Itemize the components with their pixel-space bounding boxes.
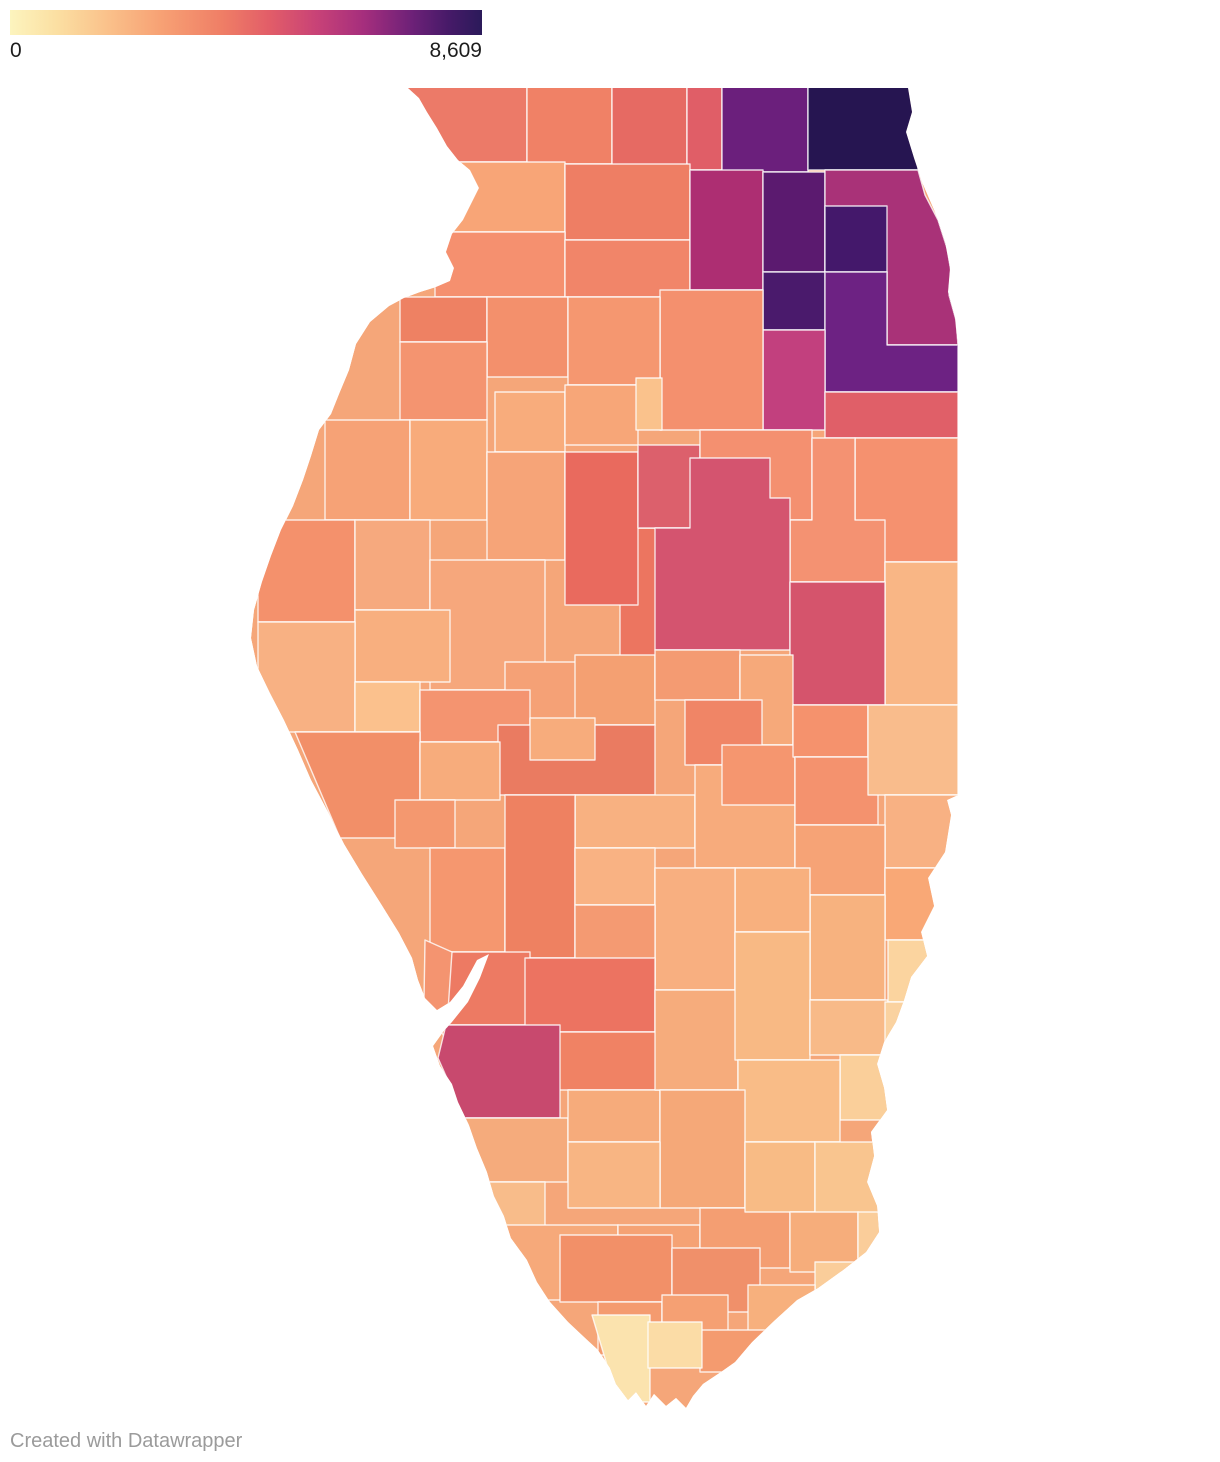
county-region-county-15[interactable] <box>762 271 826 331</box>
county-region-county-27[interactable] <box>564 384 639 446</box>
county-region-county-12[interactable] <box>762 171 826 273</box>
county-region-county-78[interactable] <box>567 1089 661 1143</box>
county-region-county-31[interactable] <box>564 451 639 606</box>
county-region-county-72[interactable] <box>447 951 531 1026</box>
county-region-county-62[interactable] <box>792 704 869 758</box>
county-region-county-70[interactable] <box>654 867 736 991</box>
county-region-county-56[interactable] <box>574 794 696 849</box>
county-region-county-52[interactable] <box>529 717 596 761</box>
county-region-county-87[interactable] <box>567 1141 661 1209</box>
county-region-county-24[interactable] <box>324 419 411 521</box>
county-region-county-17[interactable] <box>762 329 826 431</box>
county-region-county-73[interactable] <box>423 939 453 1041</box>
county-region-county-77[interactable] <box>454 1117 569 1183</box>
county-region-county-47[interactable] <box>354 609 451 683</box>
county-region-county-58[interactable] <box>504 794 576 959</box>
county-region-county-11[interactable] <box>689 169 764 291</box>
county-region-county-82[interactable] <box>887 939 958 1003</box>
county-region-county-102[interactable] <box>699 1329 779 1373</box>
county-region-county-98[interactable] <box>814 1261 883 1319</box>
county-region-county-92[interactable] <box>744 1141 816 1213</box>
county-region-county-10[interactable] <box>564 239 691 298</box>
county-region-county-7[interactable] <box>414 161 566 233</box>
county-region-county-95[interactable] <box>857 1211 921 1273</box>
county-region-county-48[interactable] <box>257 621 356 733</box>
county-region-county-103[interactable] <box>591 1314 651 1403</box>
county-region-county-76[interactable] <box>437 1024 561 1119</box>
county-region-county-5[interactable] <box>721 80 809 173</box>
county-region-county-44[interactable] <box>654 649 741 701</box>
county-region-county-22[interactable] <box>567 296 661 386</box>
legend-max-label: 8,609 <box>429 39 482 62</box>
county-region-county-86[interactable] <box>659 1089 746 1209</box>
county-region-county-2[interactable] <box>526 80 613 165</box>
county-region-county-104[interactable] <box>647 1321 703 1369</box>
county-region-county-81[interactable] <box>809 999 889 1056</box>
county-region-county-37[interactable] <box>884 561 958 706</box>
county-region-county-4[interactable] <box>686 80 723 171</box>
county-region-county-67[interactable] <box>884 867 956 941</box>
legend-gradient-bar <box>10 10 482 35</box>
county-region-county-65[interactable] <box>884 794 958 869</box>
county-region-county-28[interactable] <box>635 377 663 431</box>
county-region-county-14[interactable] <box>824 205 888 273</box>
county-region-county-54[interactable] <box>419 741 501 801</box>
county-region-county-57[interactable] <box>429 847 506 953</box>
county-region-county-63[interactable] <box>794 756 879 826</box>
county-region-county-96[interactable] <box>559 1234 673 1303</box>
county-region-county-69[interactable] <box>734 867 811 933</box>
county-region-county-59[interactable] <box>574 847 656 906</box>
county-region-county-38[interactable] <box>789 581 886 706</box>
county-region-county-25[interactable] <box>409 419 488 521</box>
county-region-county-1[interactable] <box>394 80 528 163</box>
county-region-county-29[interactable] <box>486 451 566 561</box>
county-region-county-61[interactable] <box>721 744 796 806</box>
legend-min-label: 0 <box>10 39 22 62</box>
county-region-county-3[interactable] <box>611 80 688 169</box>
county-region-county-74[interactable] <box>524 957 656 1033</box>
county-region-county-64[interactable] <box>867 704 958 796</box>
county-region-county-39[interactable] <box>257 519 356 623</box>
county-region-county-19[interactable] <box>659 289 764 431</box>
county-region-county-23[interactable] <box>399 341 488 421</box>
county-region-county-93[interactable] <box>814 1141 889 1216</box>
datawrapper-attribution-link[interactable]: Created with Datawrapper <box>10 1430 243 1452</box>
county-region-county-18[interactable] <box>824 391 958 439</box>
county-region-county-20[interactable] <box>399 296 488 343</box>
county-region-county-6[interactable] <box>807 80 919 171</box>
county-region-county-49[interactable] <box>354 681 421 733</box>
county-region-county-40[interactable] <box>354 519 431 611</box>
county-region-county-9[interactable] <box>434 231 566 298</box>
county-region-county-85[interactable] <box>737 1059 841 1143</box>
county-region-county-21[interactable] <box>486 296 569 378</box>
county-region-county-26[interactable] <box>494 391 566 453</box>
county-region-county-80[interactable] <box>734 931 811 1061</box>
county-region-county-79[interactable] <box>654 989 739 1091</box>
county-region-county-83[interactable] <box>884 1001 943 1063</box>
county-region-county-84[interactable] <box>839 1054 889 1121</box>
county-region-county-43[interactable] <box>574 654 656 726</box>
legend-labels: 0 8,609 <box>10 40 482 61</box>
county-region-county-68[interactable] <box>809 894 886 1001</box>
county-region-county-55[interactable] <box>394 799 456 849</box>
county-region-county-8[interactable] <box>564 163 691 241</box>
color-legend: 0 8,609 <box>10 10 482 61</box>
